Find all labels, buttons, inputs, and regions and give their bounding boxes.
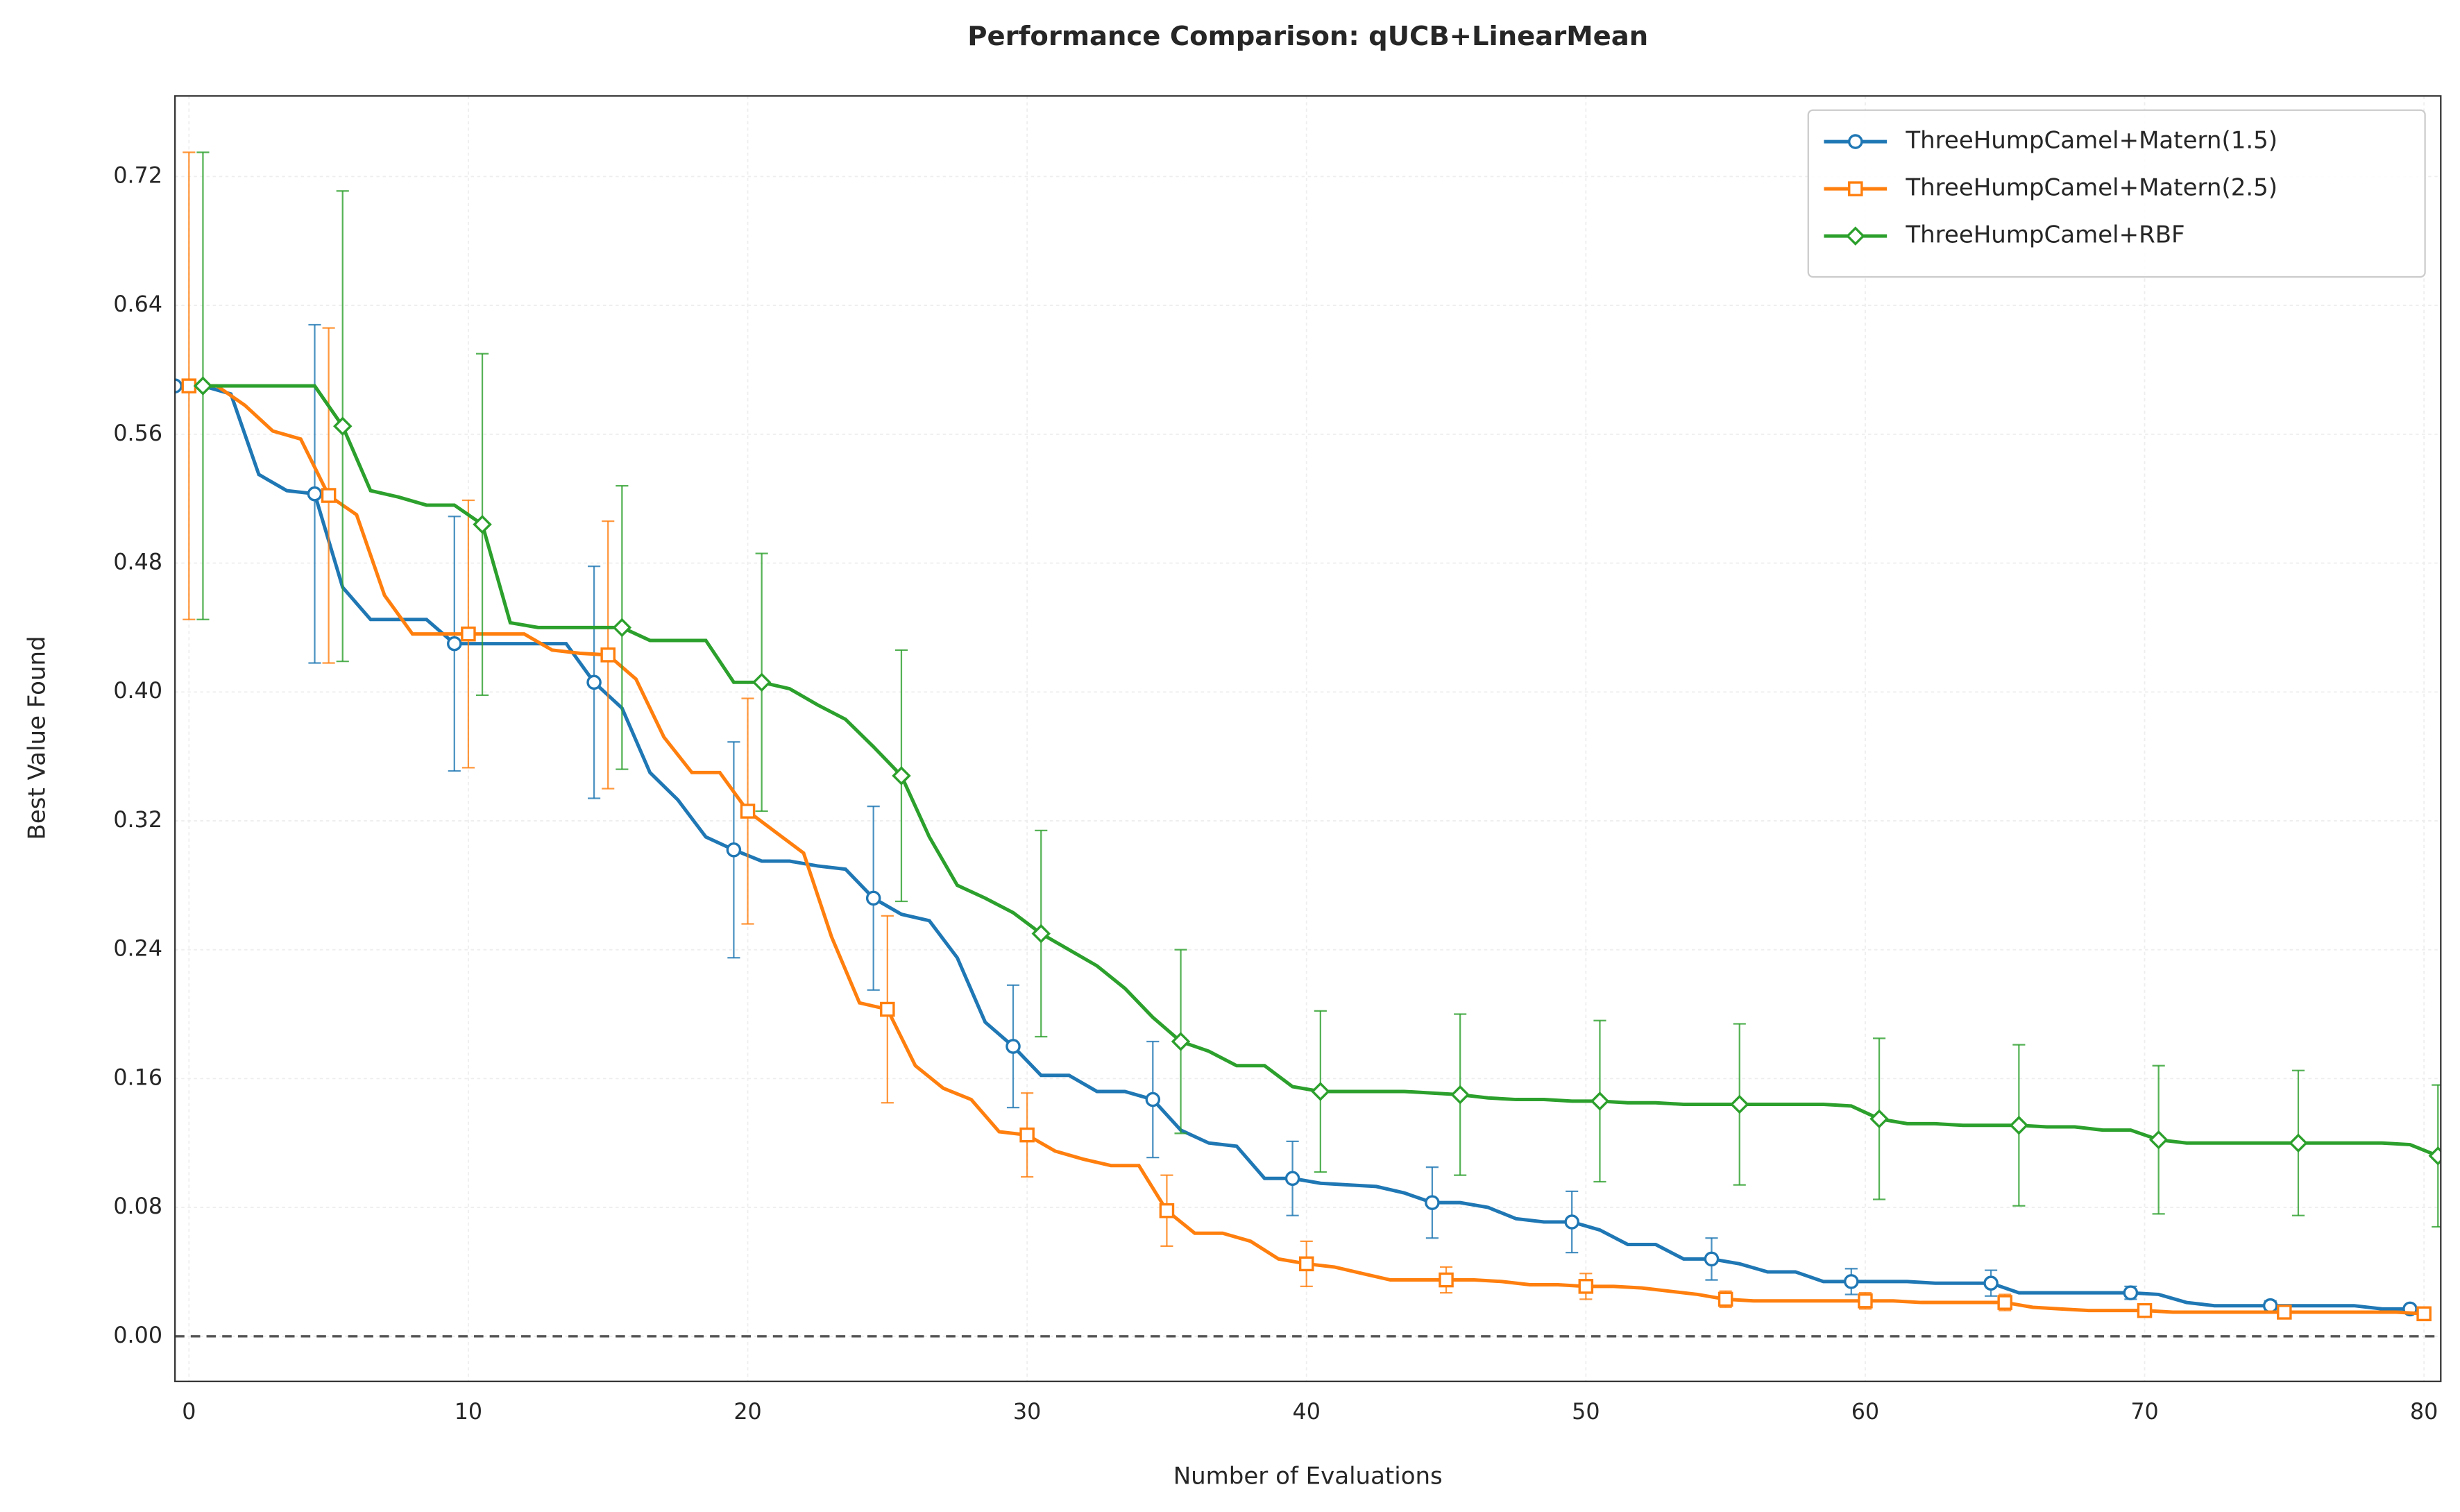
y-tick-label: 0.00: [113, 1323, 162, 1348]
marker: [1858, 1293, 1873, 1309]
marker: [333, 416, 353, 436]
marker: [1159, 1203, 1175, 1218]
x-tick-label: 70: [2130, 1400, 2158, 1425]
x-tick-label: 30: [1013, 1400, 1041, 1425]
marker: [2148, 1130, 2169, 1150]
marker: [1284, 1171, 1300, 1187]
marker: [892, 766, 911, 785]
marker: [1439, 1272, 1454, 1288]
y-tick-label: 0.48: [113, 550, 162, 575]
x-tick-label: 50: [1572, 1400, 1600, 1425]
x-tick-label: 20: [733, 1400, 761, 1425]
marker: [175, 378, 183, 393]
legend-marker: [1848, 134, 1863, 149]
x-tick-label: 40: [1293, 1400, 1321, 1425]
legend-box: [1807, 109, 2426, 278]
marker: [1450, 1085, 1470, 1105]
marker: [193, 376, 213, 396]
legend: ThreeHumpCamel+Matern(1.5) ThreeHumpCamel…: [1807, 109, 2426, 278]
marker: [1869, 1109, 1889, 1129]
y-tick-label: 0.56: [113, 421, 162, 446]
marker: [1564, 1214, 1579, 1230]
x-tick-label: 0: [182, 1400, 196, 1425]
marker: [740, 804, 756, 819]
x-tick-label: 80: [2410, 1400, 2438, 1425]
marker: [1983, 1275, 1999, 1291]
plot-frame: [174, 95, 2442, 1382]
marker: [307, 486, 323, 502]
marker: [612, 618, 632, 638]
marker: [1578, 1279, 1594, 1294]
marker: [1717, 1291, 1733, 1307]
legend-marker: [1848, 181, 1863, 196]
marker: [1031, 924, 1051, 944]
marker: [586, 674, 602, 690]
marker: [321, 488, 337, 503]
y-tick-label: 0.32: [113, 808, 162, 833]
marker: [2428, 1146, 2441, 1166]
x-tick-label: 10: [455, 1400, 482, 1425]
marker: [1019, 1127, 1035, 1143]
y-tick-label: 0.16: [113, 1065, 162, 1090]
marker: [1425, 1195, 1440, 1210]
y-tick-label: 0.64: [113, 292, 162, 317]
marker: [1311, 1082, 1330, 1101]
marker: [1590, 1091, 1610, 1111]
marker: [880, 1001, 895, 1017]
chart-title: Performance Comparison: qUCB+LinearMean: [967, 21, 1648, 52]
marker: [752, 672, 772, 693]
legend-label: ThreeHumpCamel+RBF: [1905, 221, 2185, 249]
y-tick-label: 0.72: [113, 163, 162, 188]
marker: [2009, 1115, 2029, 1135]
marker: [1704, 1251, 1720, 1267]
y-axis-label: Best Value Found: [23, 636, 51, 840]
marker: [1844, 1274, 1859, 1289]
marker: [1730, 1094, 1749, 1114]
marker: [2262, 1298, 2278, 1314]
marker: [600, 647, 616, 663]
y-tick-label: 0.24: [113, 937, 162, 962]
plot-area: [175, 96, 2441, 1382]
legend-marker: [1846, 226, 1865, 246]
marker: [2277, 1305, 2292, 1320]
marker: [461, 626, 476, 642]
marker: [1145, 1091, 1161, 1107]
x-tick-label: 60: [1851, 1400, 1879, 1425]
legend-label: ThreeHumpCamel+Matern(2.5): [1905, 174, 2277, 202]
marker: [1006, 1039, 1021, 1054]
marker: [473, 515, 492, 534]
marker: [726, 842, 742, 858]
marker: [2289, 1133, 2308, 1153]
y-tick-label: 0.40: [113, 679, 162, 704]
marker: [447, 636, 462, 652]
marker: [181, 378, 197, 393]
marker: [1298, 1256, 1314, 1272]
marker: [2137, 1302, 2153, 1318]
marker: [1997, 1295, 2012, 1310]
marker: [865, 890, 881, 906]
x-axis-label: Number of Evaluations: [1173, 1463, 1443, 1490]
marker: [1171, 1032, 1191, 1051]
marker: [2416, 1306, 2432, 1322]
y-tick-label: 0.08: [113, 1194, 162, 1219]
marker: [2123, 1285, 2139, 1300]
legend-label: ThreeHumpCamel+Matern(1.5): [1905, 127, 2277, 155]
